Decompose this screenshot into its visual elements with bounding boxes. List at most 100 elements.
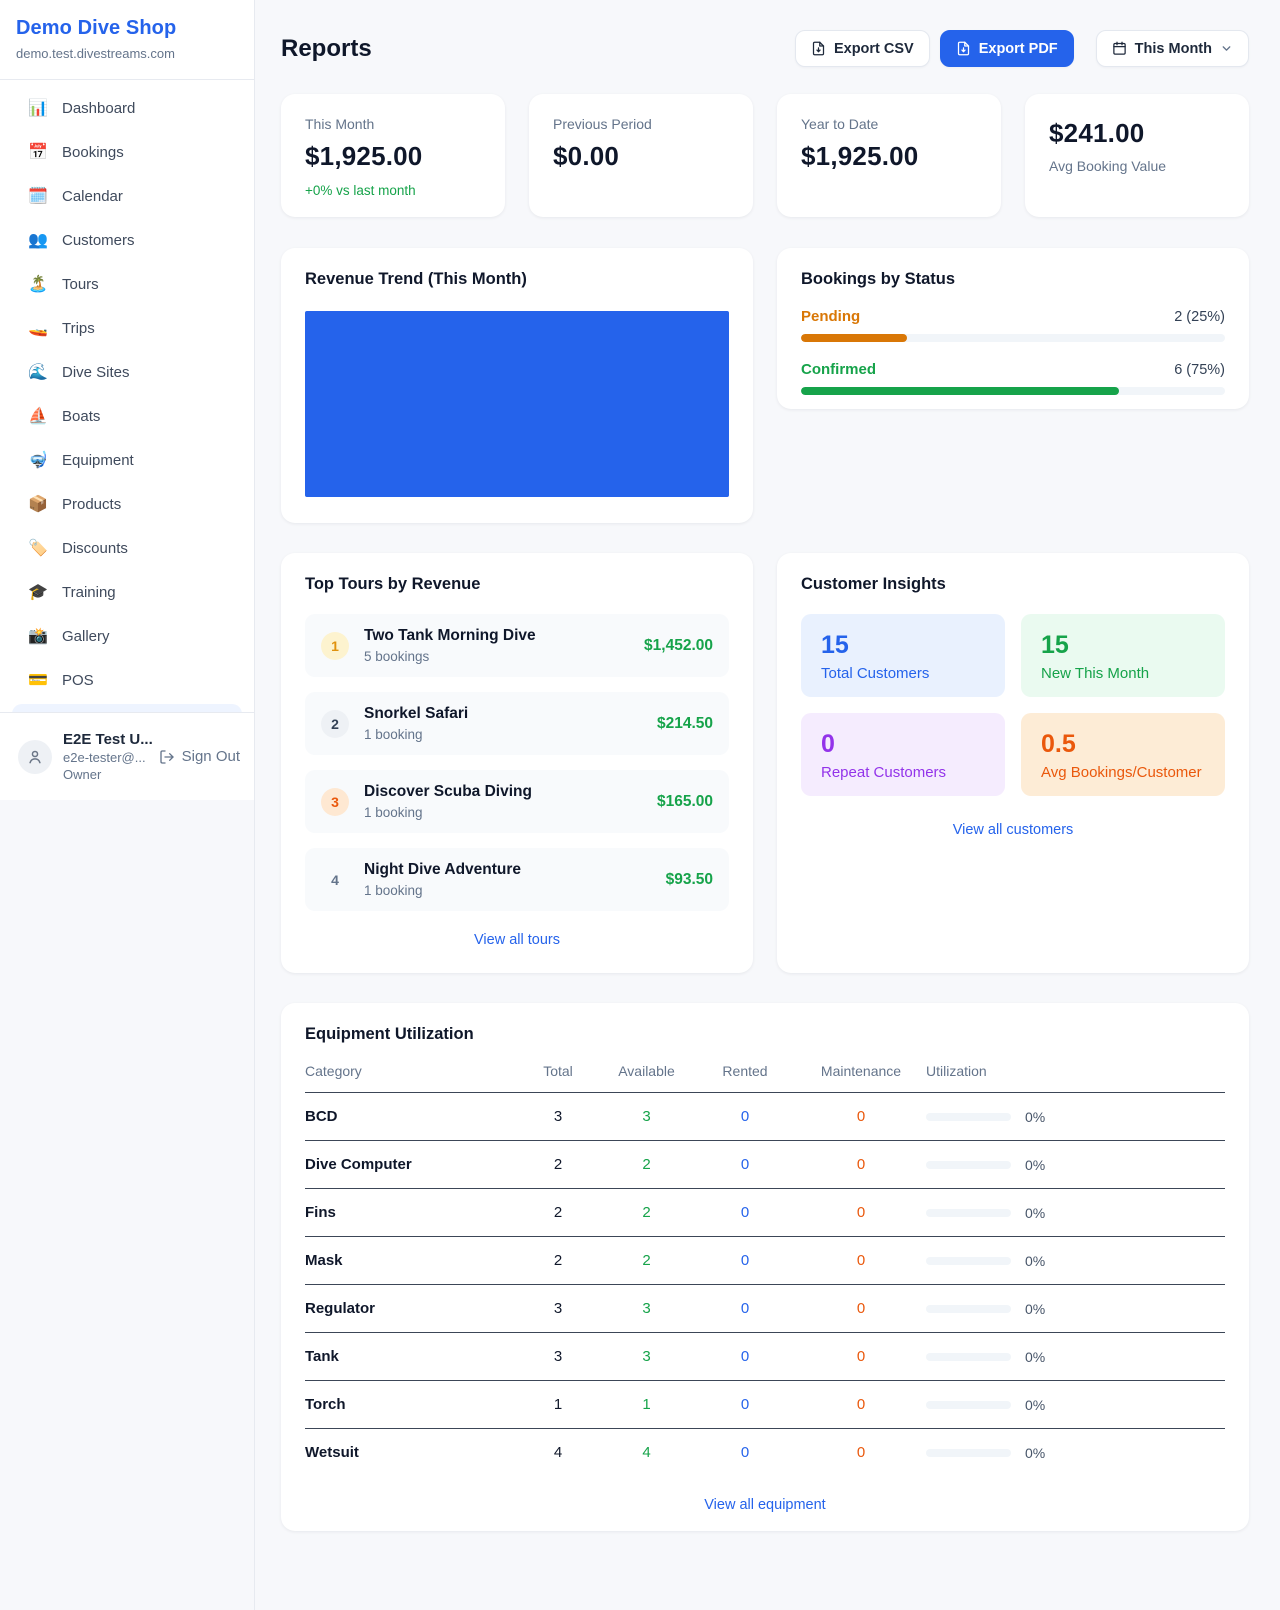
insight-tile-new-this-month: 15 New This Month <box>1021 614 1225 697</box>
cell-utilization: 0% <box>926 1205 1225 1221</box>
bookings-by-status-title: Bookings by Status <box>801 270 956 288</box>
tour-name: Night Dive Adventure <box>364 861 522 878</box>
utilization-percent: 0% <box>1025 1444 1046 1461</box>
package-icon: 📦 <box>28 496 48 513</box>
stat-label: Previous Period <box>553 116 652 132</box>
tour-name: Snorkel Safari <box>364 705 469 722</box>
insight-value: 15 <box>1041 631 1069 659</box>
tour-revenue: $93.50 <box>665 870 713 888</box>
rank-badge: 2 <box>321 709 349 738</box>
equipment-utilization-card: Equipment Utilization Category Total Ava… <box>281 1003 1249 1531</box>
sidebar-item-tours[interactable]: 🏝️ Tours <box>12 264 242 304</box>
table-row: Dive Computer 2 2 0 0 0% <box>305 1141 1225 1189</box>
period-selector[interactable]: This Month <box>1095 30 1249 67</box>
cell-maintenance: 0 <box>856 1444 866 1461</box>
utilization-percent: 0% <box>1025 1204 1046 1221</box>
utilization-percent: 0% <box>1025 1348 1046 1365</box>
sidebar-item-calendar[interactable]: 🗓️ Calendar <box>12 176 242 216</box>
revenue-trend-chart <box>305 311 729 497</box>
utilization-percent: 0% <box>1025 1300 1046 1317</box>
bookings-by-status-card: Bookings by Status Pending 2 (25%) Confi… <box>777 248 1249 409</box>
sidebar-item-discounts[interactable]: 🏷️ Discounts <box>12 528 242 568</box>
export-csv-label: Export CSV <box>833 40 914 57</box>
credit-card-icon: 💳 <box>28 672 48 689</box>
sign-out-label: Sign Out <box>181 748 240 765</box>
sidebar-item-label: Dashboard <box>62 99 136 117</box>
tour-bookings: 1 booking <box>364 805 423 820</box>
sidebar-item-label: Discounts <box>62 539 128 557</box>
cell-maintenance: 0 <box>856 1300 866 1317</box>
sidebar-item-products[interactable]: 📦 Products <box>12 484 242 524</box>
sidebar-item-pos[interactable]: 💳 POS <box>12 660 242 700</box>
user-email: e2e-tester@... <box>63 750 146 765</box>
insight-value: 0 <box>821 730 835 758</box>
top-tours-title: Top Tours by Revenue <box>305 575 481 593</box>
stat-label: Year to Date <box>801 116 879 132</box>
table-row: Wetsuit 4 4 0 0 0% <box>305 1429 1225 1476</box>
stat-label: This Month <box>305 116 375 132</box>
progress-fill-pending <box>801 334 907 342</box>
sidebar-item-equipment[interactable]: 🤿 Equipment <box>12 440 242 480</box>
sign-out-button[interactable]: Sign Out <box>159 748 240 765</box>
status-label-pending: Pending <box>801 308 861 325</box>
view-all-tours-link[interactable]: View all tours <box>474 932 560 948</box>
insight-tile-total-customers: 15 Total Customers <box>801 614 1005 697</box>
cell-available: 2 <box>642 1156 651 1173</box>
cell-rented: 0 <box>740 1156 750 1173</box>
calendar-icon <box>1112 41 1126 55</box>
cell-available: 4 <box>642 1444 651 1461</box>
insight-label: New This Month <box>1041 665 1150 682</box>
insight-label: Total Customers <box>821 665 930 682</box>
period-label: This Month <box>1134 40 1212 57</box>
cell-rented: 0 <box>740 1348 750 1365</box>
cell-total: 2 <box>553 1156 563 1173</box>
tour-bookings: 5 bookings <box>364 649 430 664</box>
file-download-icon <box>957 41 969 56</box>
utilization-percent: 0% <box>1025 1108 1046 1125</box>
calendar-icon: 🗓️ <box>28 188 48 205</box>
cell-category: BCD <box>305 1108 338 1125</box>
sidebar-item-dive-sites[interactable]: 🌊 Dive Sites <box>12 352 242 392</box>
view-all-equipment-link[interactable]: View all equipment <box>704 1497 826 1513</box>
export-pdf-button[interactable]: Export PDF <box>939 30 1074 67</box>
sidebar-nav: 📊 Dashboard 📅 Bookings 🗓️ Calendar 👥 Custome… <box>0 80 254 752</box>
sailboat-icon: ⛵ <box>28 408 48 425</box>
tour-revenue: $165.00 <box>656 792 713 810</box>
cell-rented: 0 <box>740 1444 750 1461</box>
tag-icon: 🏷️ <box>28 540 48 557</box>
cell-available: 2 <box>642 1252 651 1269</box>
cell-maintenance: 0 <box>856 1108 866 1125</box>
sidebar-item-label: Training <box>62 583 116 601</box>
utilization-bar <box>926 1400 1011 1409</box>
sidebar-item-boats[interactable]: ⛵ Boats <box>12 396 242 436</box>
insight-tile-avg-bookings: 0.5 Avg Bookings/Customer <box>1021 713 1225 796</box>
stat-value: $1,925.00 <box>801 141 919 171</box>
stat-card-this-month: This Month $1,925.00 +0% vs last month <box>281 94 505 217</box>
camera-icon: 📸 <box>28 628 48 645</box>
export-csv-button[interactable]: Export CSV <box>794 30 930 67</box>
user-role: Owner <box>63 767 102 782</box>
sidebar-item-dashboard[interactable]: 📊 Dashboard <box>12 88 242 128</box>
utilization-bar <box>926 1256 1011 1265</box>
table-row: Regulator 3 3 0 0 0% <box>305 1285 1225 1333</box>
sidebar-item-gallery[interactable]: 📸 Gallery <box>12 616 242 656</box>
tour-row: 1 Two Tank Morning Dive 5 bookings $1,45… <box>305 614 729 677</box>
top-tours-card: Top Tours by Revenue 1 Two Tank Morning … <box>281 553 753 973</box>
equipment-table: Category Total Available Rented Maintena… <box>305 1063 1225 1476</box>
sidebar-item-trips[interactable]: 🚤 Trips <box>12 308 242 348</box>
equipment-utilization-title: Equipment Utilization <box>305 1025 474 1043</box>
tour-name: Discover Scuba Diving <box>364 783 532 800</box>
view-all-customers-link[interactable]: View all customers <box>952 822 1074 838</box>
stat-value: $0.00 <box>553 141 620 171</box>
cell-rented: 0 <box>740 1204 750 1221</box>
progress-fill-confirmed <box>801 387 1119 395</box>
shop-domain: demo.test.divestreams.com <box>16 46 175 61</box>
sidebar-item-customers[interactable]: 👥 Customers <box>12 220 242 260</box>
col-header-total: Total <box>543 1063 573 1079</box>
cell-utilization: 0% <box>926 1157 1225 1173</box>
sidebar-item-bookings[interactable]: 📅 Bookings <box>12 132 242 172</box>
cell-category: Wetsuit <box>305 1444 359 1461</box>
cell-total: 3 <box>553 1108 563 1125</box>
sidebar-item-training[interactable]: 🎓 Training <box>12 572 242 612</box>
tour-bookings: 1 booking <box>364 727 423 742</box>
